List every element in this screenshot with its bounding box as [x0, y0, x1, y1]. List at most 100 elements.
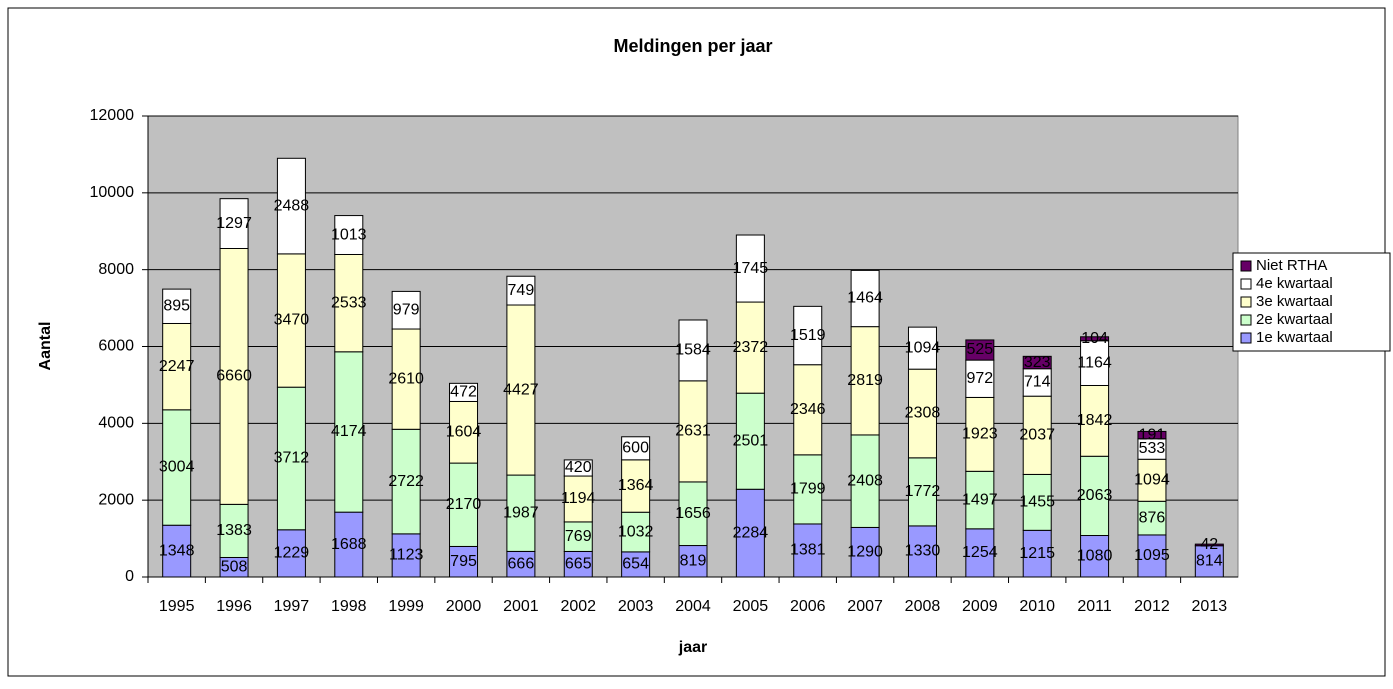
data-label: 4427: [503, 381, 539, 398]
bar-segment: [219, 503, 249, 558]
bar-segment: [907, 457, 937, 527]
data-label: 1455: [1019, 494, 1055, 511]
bar-segment: [563, 475, 593, 523]
x-tick-label: 2013: [1192, 598, 1228, 615]
bar-segment: [621, 551, 651, 578]
bar-segment: [391, 328, 421, 430]
bar-segment: [793, 364, 823, 456]
bar-segment: [162, 409, 192, 526]
x-tick-label: 2008: [905, 598, 941, 615]
bar-segment: [1137, 430, 1167, 440]
bar-segment: [850, 269, 880, 328]
legend-box: [1232, 252, 1391, 352]
data-label: 2501: [733, 432, 769, 449]
data-label: 895: [163, 298, 190, 315]
bar-segment: [1080, 455, 1110, 537]
data-label: 876: [1139, 509, 1166, 526]
data-label: 1799: [790, 481, 826, 498]
legend-swatch: [1240, 332, 1252, 344]
data-label: 2308: [905, 405, 941, 422]
x-tick-label: 1997: [274, 598, 310, 615]
data-label: 3712: [274, 450, 310, 467]
bar-segment: [965, 396, 995, 472]
y-tick-label: 12000: [90, 107, 135, 124]
x-tick-label: 1998: [331, 598, 367, 615]
data-label: 420: [565, 459, 592, 476]
x-tick-label: 1995: [159, 598, 195, 615]
data-label: 1330: [905, 543, 941, 560]
bar-segment: [506, 275, 536, 306]
data-label: 819: [680, 552, 707, 569]
data-label: 666: [508, 555, 535, 572]
x-tick-label: 2001: [503, 598, 539, 615]
bar-segment: [1137, 500, 1167, 536]
data-label: 323: [1024, 354, 1051, 371]
bar-segment: [850, 434, 880, 528]
bar-segment: [965, 339, 995, 361]
data-label: 1688: [331, 536, 367, 553]
bar-segment: [334, 351, 364, 513]
data-label: 104: [1081, 330, 1108, 347]
data-label: 3470: [274, 312, 310, 329]
data-label: 1254: [962, 544, 998, 561]
data-label: 1519: [790, 327, 826, 344]
bar-segment: [563, 459, 593, 477]
data-label: 2346: [790, 401, 826, 418]
bar-segment: [907, 525, 937, 578]
bar-segment: [506, 550, 536, 578]
bar-segment: [1080, 384, 1110, 457]
data-label: 1194: [561, 490, 596, 507]
x-tick-label: 2003: [618, 598, 654, 615]
data-label: 1032: [618, 523, 654, 540]
data-label: 1604: [446, 424, 482, 441]
bar-segment: [793, 305, 823, 366]
bar-segment: [1022, 395, 1052, 475]
data-label: 1383: [216, 522, 252, 539]
data-label: 1297: [216, 215, 252, 232]
data-label: 749: [508, 282, 535, 299]
data-label: 600: [622, 440, 649, 457]
y-tick-label: 2000: [98, 491, 134, 508]
data-label: 6660: [216, 368, 252, 385]
legend-swatch: [1240, 260, 1252, 272]
y-tick-label: 0: [125, 568, 134, 585]
bar-segment: [793, 523, 823, 578]
legend-swatch: [1240, 314, 1252, 326]
bar-segment: [735, 234, 765, 303]
x-tick-label: 2009: [962, 598, 998, 615]
data-label: 2488: [274, 197, 310, 214]
bar-segment: [449, 382, 479, 402]
data-label: 1080: [1077, 547, 1113, 564]
x-tick-label: 2010: [1019, 598, 1055, 615]
bar-segment: [506, 474, 536, 552]
bar-segment: [735, 488, 765, 578]
data-label: 814: [1196, 553, 1223, 570]
x-tick-label: 2002: [560, 598, 596, 615]
data-label: 1987: [503, 504, 539, 521]
bar-segment: [1022, 529, 1052, 578]
data-label: 2063: [1077, 487, 1113, 504]
data-label: 191: [1139, 426, 1166, 443]
legend-swatch: [1240, 296, 1252, 308]
data-label: 2631: [675, 423, 711, 440]
bar-segment: [391, 428, 421, 535]
x-tick-label: 2004: [675, 598, 711, 615]
x-tick-label: 2007: [847, 598, 883, 615]
data-label: 1923: [962, 426, 998, 443]
bar-segment: [506, 304, 536, 476]
bar-segment: [449, 400, 479, 464]
data-label: 1464: [847, 290, 883, 307]
bar-segment: [907, 368, 937, 459]
data-label: 1364: [618, 477, 654, 494]
bar-segment: [334, 215, 364, 255]
data-label: 795: [450, 553, 477, 570]
data-label: 525: [966, 341, 993, 358]
data-label: 654: [622, 556, 649, 573]
bar-segment: [793, 454, 823, 525]
data-label: 1095: [1134, 547, 1170, 564]
x-tick-label: 1996: [216, 598, 252, 615]
y-tick-label: 4000: [98, 415, 134, 432]
data-label: 1290: [847, 543, 883, 560]
bar-segment: [735, 392, 765, 490]
